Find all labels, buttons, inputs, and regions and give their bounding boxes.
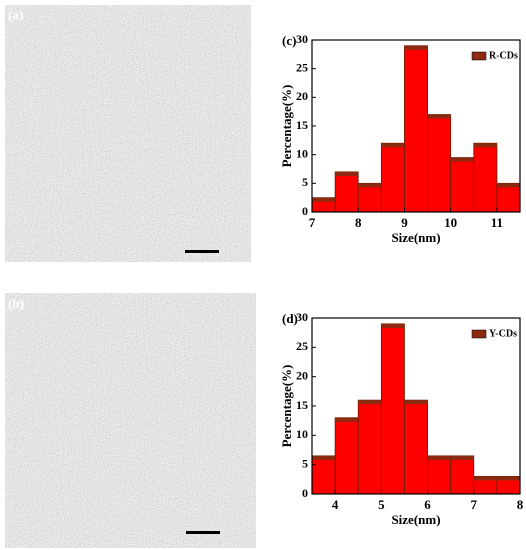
y-tick-label: 20 <box>296 89 308 103</box>
y-tick-label: 10 <box>296 427 308 441</box>
x-tick-label: 5 <box>378 497 385 512</box>
x-tick-label: 8 <box>355 215 362 230</box>
tem-image <box>5 293 256 548</box>
x-tick-label: 11 <box>491 215 503 230</box>
bar-cap <box>358 400 382 405</box>
y-tick-label: 25 <box>296 339 308 353</box>
x-tick-label: 7 <box>309 215 316 230</box>
bar-cap <box>404 400 428 405</box>
x-tick-label: 6 <box>424 497 431 512</box>
x-tick-label: 7 <box>471 497 478 512</box>
y-tick-label: 5 <box>302 175 308 189</box>
bar <box>404 45 428 213</box>
legend-swatch <box>471 329 487 339</box>
y-axis-label: Percentage(%) <box>279 85 294 168</box>
bar <box>334 171 359 213</box>
y-tick-label: 15 <box>296 118 308 132</box>
bar <box>450 157 475 213</box>
bar-cap <box>312 455 336 460</box>
y-tick-label: 0 <box>302 486 308 500</box>
bar <box>450 455 475 495</box>
bar <box>380 323 405 495</box>
bar <box>357 182 382 213</box>
bar <box>380 142 405 213</box>
bar-cap <box>496 476 520 481</box>
bar <box>311 455 336 495</box>
bar-cap <box>358 183 382 188</box>
bar-cap <box>335 171 359 176</box>
panel-label: (b) <box>8 296 24 311</box>
bar-cap <box>473 476 497 481</box>
x-axis-label: Size(nm) <box>391 230 440 245</box>
y-tick-label: 20 <box>296 368 308 382</box>
bar <box>427 114 452 213</box>
panel-label: (a) <box>8 7 23 22</box>
y-tick-label: 10 <box>296 146 308 160</box>
scale-bar <box>185 250 219 253</box>
tem-image <box>5 5 251 262</box>
legend-label: R-CDs <box>489 50 518 61</box>
y-tick-label: 30 <box>296 32 308 46</box>
y-tick-label: 0 <box>302 204 308 218</box>
bar-cap <box>496 183 520 188</box>
x-tick-label: 8 <box>517 497 524 512</box>
y-tick-label: 25 <box>296 60 308 74</box>
bar-cap <box>381 323 405 328</box>
bar-cap <box>473 143 497 148</box>
bar-cap <box>312 197 336 202</box>
bar <box>334 417 359 495</box>
bar-cap <box>427 455 451 460</box>
x-tick-label: 10 <box>444 215 457 230</box>
bar-cap <box>381 143 405 148</box>
chart-title: (d) <box>282 311 298 326</box>
legend-label: Y-CDs <box>489 328 517 339</box>
legend-swatch <box>471 51 487 61</box>
y-axis-label: Percentage(%) <box>279 365 294 448</box>
bar <box>473 142 498 213</box>
bar-cap <box>335 417 359 422</box>
bar <box>357 399 382 495</box>
bar <box>404 399 428 495</box>
bar <box>496 182 521 213</box>
x-tick-label: 9 <box>401 215 408 230</box>
y-tick-label: 15 <box>296 398 308 412</box>
bar <box>427 455 452 495</box>
scale-bar <box>186 531 220 534</box>
x-axis-label: Size(nm) <box>391 512 440 527</box>
y-tick-label: 5 <box>302 456 308 470</box>
y-tick-label: 30 <box>296 310 308 324</box>
bar-cap <box>450 157 474 162</box>
bar-cap <box>427 114 451 119</box>
chart-title: (c) <box>282 33 296 48</box>
bar-cap <box>450 455 474 460</box>
bar-cap <box>404 45 428 50</box>
x-tick-label: 4 <box>332 497 339 512</box>
